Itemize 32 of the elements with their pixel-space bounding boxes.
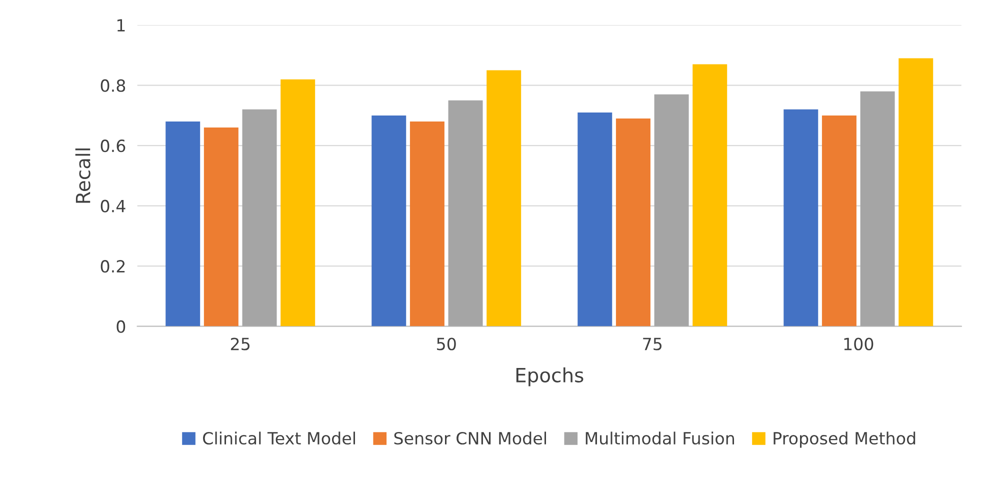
bar bbox=[692, 64, 728, 326]
bar bbox=[242, 109, 277, 326]
x-tick-label: 100 bbox=[844, 338, 874, 350]
x-tick-label: 75 bbox=[643, 338, 662, 350]
bar bbox=[280, 79, 316, 326]
bar bbox=[616, 118, 650, 326]
x-tick-label: 25 bbox=[230, 338, 250, 350]
y-tick-label: 0.4 bbox=[100, 200, 126, 212]
legend-label: Clinical Text Model bbox=[203, 432, 355, 445]
bar bbox=[166, 121, 200, 326]
bar bbox=[860, 91, 895, 326]
y-tick-label: 0.8 bbox=[100, 79, 126, 92]
legend-label: Multimodal Fusion bbox=[586, 432, 734, 445]
bar bbox=[410, 121, 444, 326]
bar bbox=[784, 109, 818, 326]
bar bbox=[898, 58, 934, 326]
bar bbox=[822, 115, 856, 326]
bar bbox=[486, 70, 522, 326]
y-tick-label: 0 bbox=[116, 320, 126, 333]
legend-label: Proposed Method bbox=[774, 432, 916, 448]
y-tick-label: 1 bbox=[117, 19, 125, 32]
x-tick-label: 50 bbox=[437, 338, 456, 350]
legend-label: Sensor CNN Model bbox=[394, 432, 546, 445]
bar bbox=[448, 100, 483, 326]
bar bbox=[654, 94, 689, 326]
y-tick-label: 0.6 bbox=[100, 140, 126, 152]
y-tick-label: 0.2 bbox=[100, 260, 125, 273]
x-axis-title: Epochs bbox=[516, 367, 584, 386]
y-axis-title: Recall bbox=[75, 148, 90, 203]
bar bbox=[204, 128, 238, 326]
bar bbox=[372, 115, 406, 326]
bar bbox=[578, 112, 612, 326]
